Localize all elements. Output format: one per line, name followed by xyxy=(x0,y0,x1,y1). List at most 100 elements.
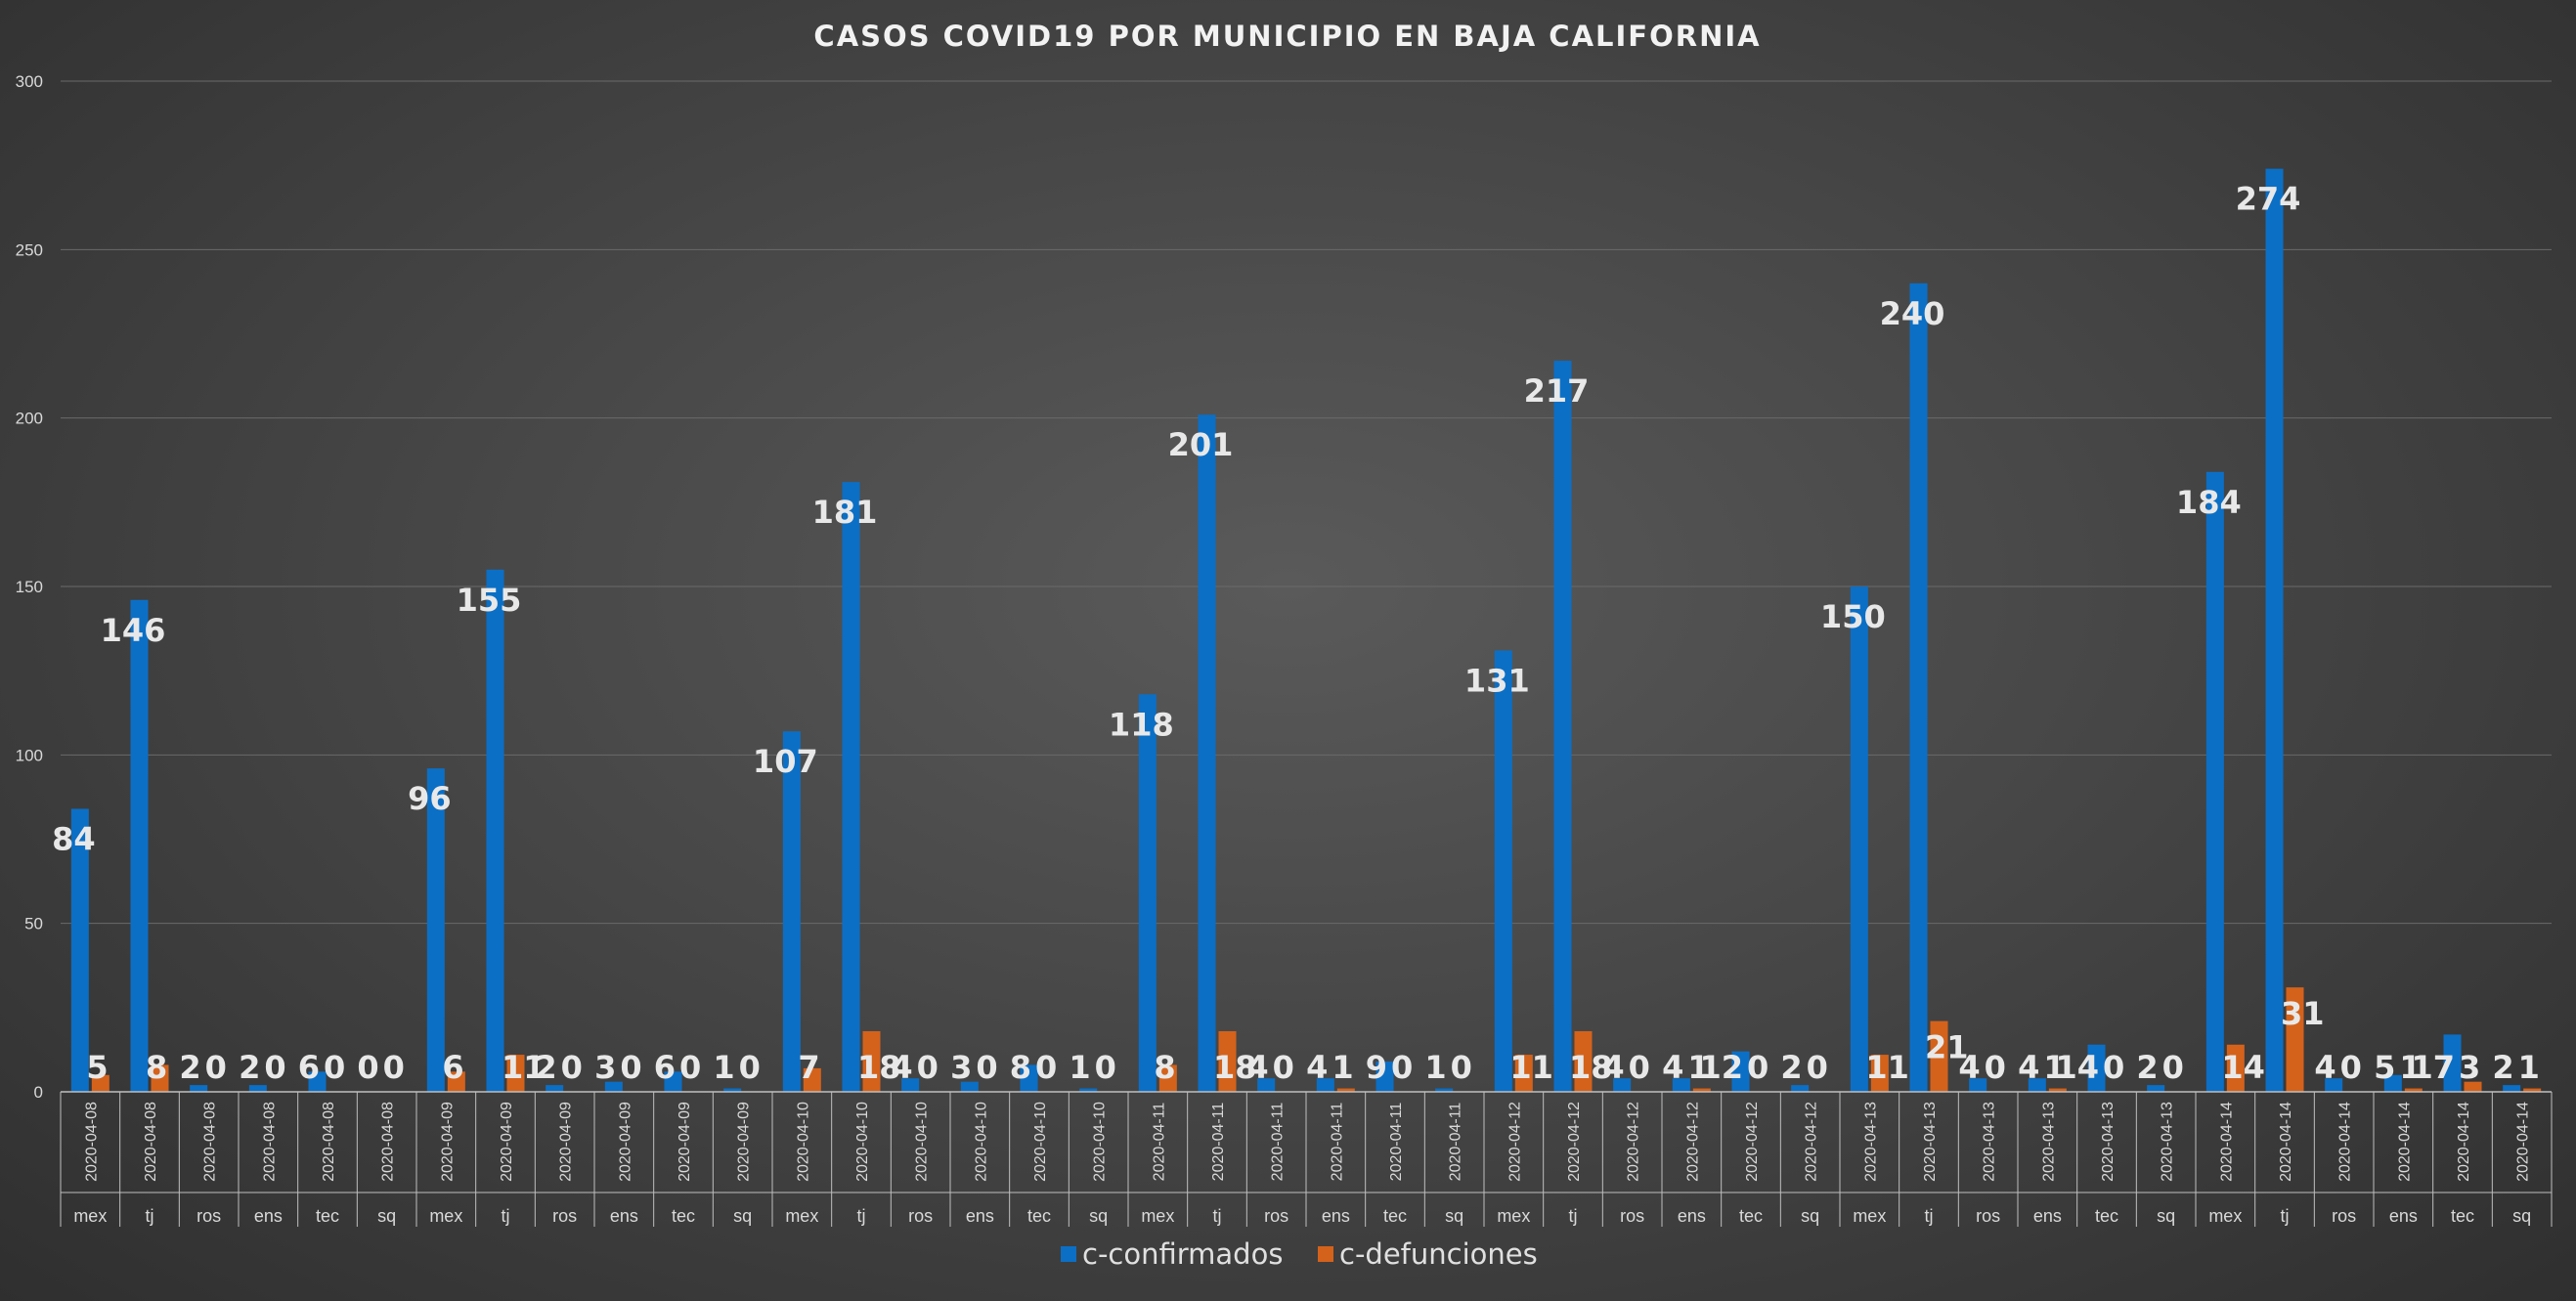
x-tick-municipio: sq xyxy=(2512,1206,2531,1226)
bar-confirmados xyxy=(1435,1088,1454,1092)
x-tick-date: 2020-04-13 xyxy=(2160,1102,2176,1182)
x-tick-municipio: tj xyxy=(2281,1206,2290,1226)
data-label-confirmados: 1 xyxy=(713,1049,734,1086)
x-tick-date: 2020-04-10 xyxy=(914,1102,931,1182)
x-tick-date: 2020-04-14 xyxy=(2218,1102,2235,1182)
bar-confirmados xyxy=(960,1081,979,1092)
bar-defunciones xyxy=(2404,1088,2423,1092)
bar-defunciones xyxy=(1574,1030,1593,1092)
bar-defunciones xyxy=(2226,1044,2245,1092)
data-label-defunciones: 8 xyxy=(1154,1049,1175,1086)
x-tick-municipio: ens xyxy=(1678,1206,1706,1226)
data-label-confirmados: 4 xyxy=(891,1049,912,1086)
data-label-defunciones: 0 xyxy=(1629,1049,1650,1086)
bar-confirmados xyxy=(546,1085,564,1092)
bar-confirmados xyxy=(190,1085,208,1092)
data-label-confirmados: 2 xyxy=(2492,1049,2513,1086)
data-label-defunciones: 0 xyxy=(1747,1049,1768,1086)
y-tick-label: 300 xyxy=(16,72,43,91)
x-tick-municipio: sq xyxy=(2157,1206,2175,1226)
bar-confirmados xyxy=(2147,1085,2165,1092)
data-label-defunciones: 0 xyxy=(1035,1049,1057,1086)
x-tick-date: 2020-04-12 xyxy=(1684,1102,1701,1182)
x-tick-municipio: mex xyxy=(785,1206,818,1226)
data-label-confirmados: 6 xyxy=(654,1049,676,1086)
bar-defunciones xyxy=(506,1055,525,1092)
bar-defunciones xyxy=(2286,987,2304,1092)
bar-defunciones xyxy=(862,1030,881,1092)
bar-confirmados xyxy=(1257,1078,1276,1092)
x-tick-municipio: mex xyxy=(73,1206,107,1226)
x-tick-municipio: tec xyxy=(1027,1206,1051,1226)
bar-confirmados xyxy=(486,569,504,1092)
x-tick-date: 2020-04-09 xyxy=(736,1102,753,1182)
x-tick-date: 2020-04-10 xyxy=(973,1102,989,1182)
bar-confirmados xyxy=(2205,471,2224,1092)
data-label-confirmados: 118 xyxy=(1109,706,1174,743)
y-tick-label: 250 xyxy=(16,240,43,259)
data-label-defunciones: 1 xyxy=(2043,1049,2065,1086)
bar-confirmados xyxy=(2383,1074,2402,1092)
x-tick-municipio: sq xyxy=(1801,1206,1819,1226)
bar-confirmados xyxy=(1020,1064,1038,1092)
legend-label-confirmados: c-confirmados xyxy=(1082,1237,1283,1271)
data-label-defunciones: 11 xyxy=(1865,1049,1909,1086)
x-tick-date: 2020-04-09 xyxy=(499,1102,515,1182)
data-label-confirmados: 107 xyxy=(753,743,818,780)
x-tick-municipio: tj xyxy=(857,1206,866,1226)
x-tick-date: 2020-04-14 xyxy=(2337,1102,2354,1182)
x-tick-date: 2020-04-12 xyxy=(1506,1102,1523,1182)
x-tick-municipio: sq xyxy=(1445,1206,1463,1226)
bar-defunciones xyxy=(91,1074,109,1092)
data-label-confirmados: 17 xyxy=(2411,1049,2455,1086)
data-label-defunciones: 0 xyxy=(1095,1049,1116,1086)
data-label-defunciones: 1 xyxy=(2518,1049,2540,1086)
y-axis-ticks: 0 50 100 150 200 250 300 xyxy=(16,72,43,1102)
x-tick-date: 2020-04-11 xyxy=(1270,1103,1287,1182)
x-axis: 2020-04-08 mex 2020-04-08 tj 2020-04-08 ros 20… xyxy=(60,1091,2553,1227)
x-tick-municipio: mex xyxy=(429,1206,462,1226)
data-label-confirmados: 4 xyxy=(1958,1049,1980,1086)
data-label-defunciones: 1 xyxy=(2399,1049,2421,1086)
x-tick-municipio: ens xyxy=(966,1206,994,1226)
x-tick-date: 2020-04-08 xyxy=(202,1102,219,1182)
bar-confirmados xyxy=(1613,1078,1632,1092)
data-label-defunciones: 18 xyxy=(1569,1049,1613,1086)
y-tick-label: 150 xyxy=(16,578,43,596)
data-label-confirmados: 1 xyxy=(1424,1049,1446,1086)
x-tick-date: 2020-04-09 xyxy=(617,1102,633,1182)
data-label-confirmados: 181 xyxy=(812,494,878,531)
bar-confirmados xyxy=(308,1071,327,1092)
data-label-confirmados: 4 xyxy=(1662,1049,1683,1086)
x-tick-municipio: ens xyxy=(610,1206,638,1226)
data-label-confirmados: 155 xyxy=(457,582,522,619)
x-tick-date: 2020-04-14 xyxy=(2456,1102,2472,1182)
data-label-confirmados: 2 xyxy=(535,1049,556,1086)
x-tick-date: 2020-04-14 xyxy=(2396,1102,2413,1182)
x-tick-municipio: ens xyxy=(1322,1206,1350,1226)
data-label-confirmados: 5 xyxy=(2374,1049,2395,1086)
x-tick-date: 2020-04-11 xyxy=(1329,1103,1345,1182)
data-label-confirmados: 3 xyxy=(950,1049,972,1086)
bar-confirmados xyxy=(1138,694,1157,1092)
x-tick-municipio: tj xyxy=(502,1206,510,1226)
bar-confirmados xyxy=(604,1081,623,1092)
x-tick-municipio: ens xyxy=(2033,1206,2062,1226)
bar-confirmados xyxy=(723,1088,742,1092)
bar-defunciones xyxy=(1930,1020,1948,1092)
data-label-defunciones: 18 xyxy=(857,1049,901,1086)
data-label-confirmados: 3 xyxy=(594,1049,616,1086)
bar-defunciones xyxy=(151,1064,169,1092)
data-label-confirmados: 0 xyxy=(357,1049,378,1086)
x-tick-date: 2020-04-12 xyxy=(1744,1102,1761,1182)
bar-confirmados xyxy=(1079,1088,1098,1092)
data-label-confirmados: 96 xyxy=(408,780,452,817)
x-tick-date: 2020-04-12 xyxy=(1626,1102,1642,1182)
bar-defunciones xyxy=(2523,1088,2542,1092)
data-label-confirmados: 2 xyxy=(2136,1049,2158,1086)
data-label-defunciones: 3 xyxy=(2459,1049,2480,1086)
data-label-defunciones: 0 xyxy=(1807,1049,1828,1086)
data-label-defunciones: 1 xyxy=(1332,1049,1353,1086)
